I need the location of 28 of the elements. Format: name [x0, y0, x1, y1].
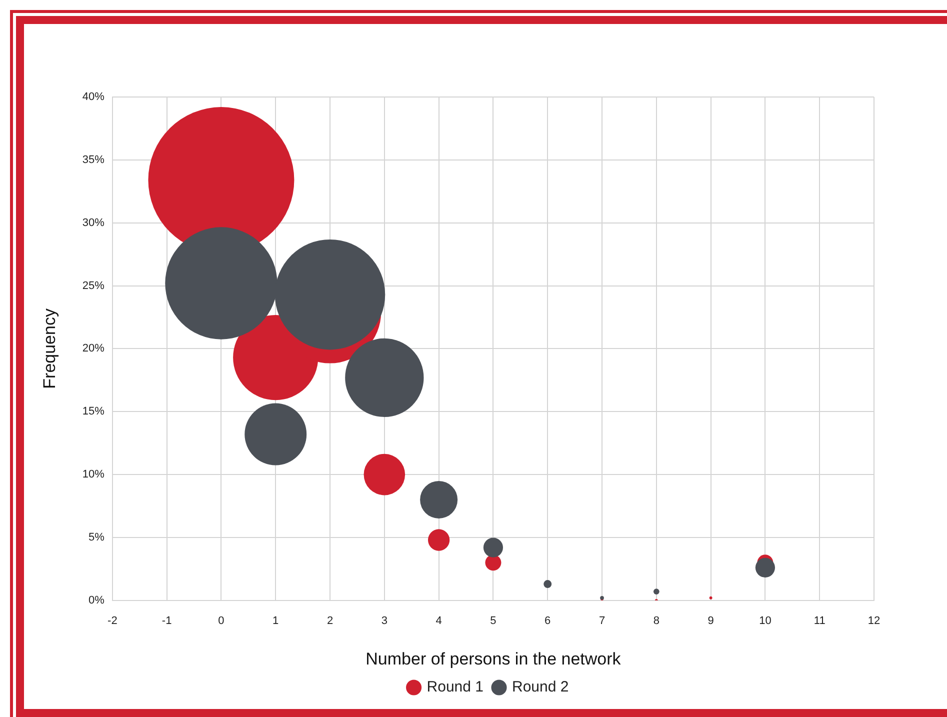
x-tick-label: 9 — [708, 615, 714, 628]
x-tick-label: 5 — [490, 615, 496, 628]
y-tick-label: 40% — [82, 91, 105, 104]
y-tick-label: 0% — [88, 594, 105, 606]
x-tick-label: 11 — [814, 615, 826, 628]
y-tick-label: 30% — [82, 216, 105, 229]
legend-label: Round 2 — [512, 678, 569, 696]
y-axis-title: Frequency — [40, 308, 59, 389]
x-tick-label: -2 — [108, 615, 118, 628]
x-tick-label: 3 — [381, 615, 388, 628]
y-tick-label: 20% — [82, 342, 105, 355]
x-tick-label: 2 — [326, 615, 334, 628]
y-tick-label: 35% — [82, 154, 105, 166]
x-tick-label: 0 — [218, 615, 224, 628]
y-tick-label: 10% — [82, 468, 105, 481]
y-tick-label: 15% — [82, 406, 105, 418]
y-tick-label: 5% — [88, 532, 105, 544]
x-tick-label: 10 — [759, 615, 772, 628]
x-tick-label: 1 — [272, 615, 279, 628]
x-tick-label: -1 — [162, 615, 172, 628]
x-tick-label: 6 — [544, 615, 551, 628]
x-tick-label: 12 — [868, 615, 880, 628]
x-axis-title: Number of persons in the network — [366, 649, 622, 668]
legend-label: Round 1 — [426, 678, 484, 696]
x-tick-label: 4 — [436, 615, 442, 628]
x-tick-label: 8 — [653, 615, 660, 628]
x-tick-label: 7 — [598, 615, 606, 628]
y-tick-label: 25% — [82, 280, 105, 292]
